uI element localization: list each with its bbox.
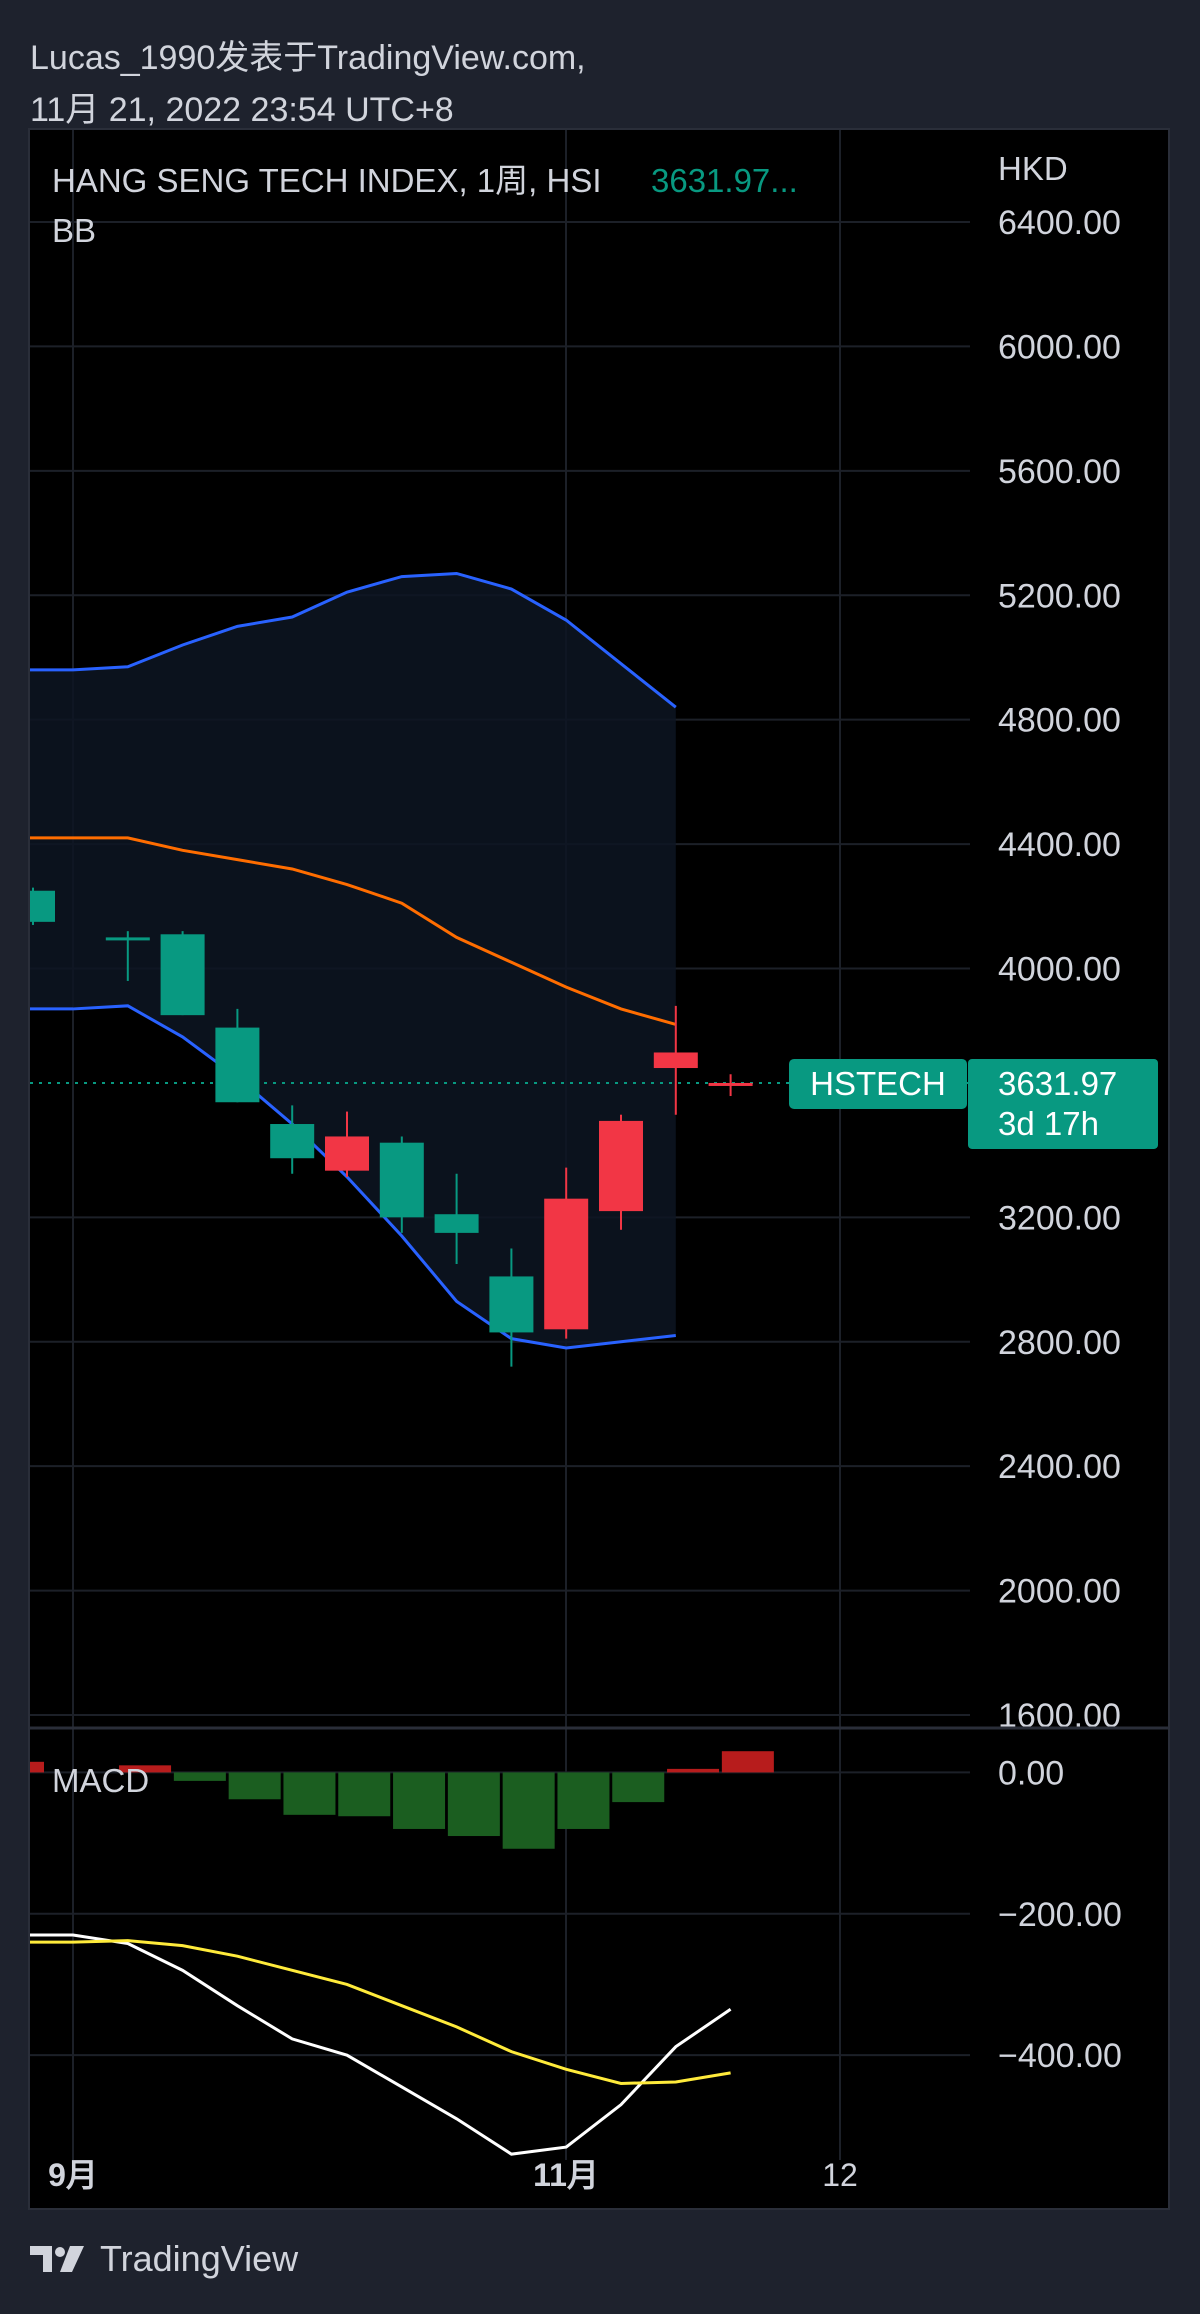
macd-histogram-bar	[667, 1768, 720, 1773]
last-price-tag[interactable]	[968, 1058, 1158, 1149]
y-tick-label: 4800.00	[998, 702, 1121, 740]
symbol-price-tag[interactable]	[789, 1058, 967, 1109]
macd-histogram-bar	[557, 1772, 610, 1829]
macd-y-tick-label: −400.00	[998, 2037, 1122, 2075]
candle-body	[544, 1198, 589, 1330]
macd-histogram-bar	[338, 1772, 391, 1817]
candle-body	[708, 1082, 753, 1086]
footer-brand: TradingView	[100, 2238, 299, 2279]
candle-body	[599, 1120, 643, 1212]
macd-line	[30, 1933, 732, 2156]
chart-canvas[interactable]: 6400.00 6000.00 5600.00 5200.00 4800.00 4400.…	[30, 130, 1168, 2208]
macd-histogram-bar	[283, 1772, 336, 1815]
macd-title: MACD	[52, 1762, 149, 1799]
x-axis-label: 11月	[533, 2157, 599, 2193]
candle-body	[434, 1214, 479, 1233]
legend-value: 3631.97...	[651, 162, 798, 199]
legend-symbol: HANG SENG TECH INDEX, 1周, HSI	[52, 162, 602, 199]
legend-indicator: BB	[52, 212, 96, 249]
macd-histogram-bar	[447, 1772, 500, 1837]
footer: TradingView	[30, 2238, 298, 2280]
currency-label: HKD	[998, 150, 1068, 187]
candle-body	[30, 890, 55, 922]
bb-upper-line	[30, 571, 677, 709]
header-line-2: 11月 21, 2022 23:54 UTC+8	[30, 91, 454, 129]
candle-body	[325, 1136, 369, 1171]
y-tick-label: 5600.00	[998, 453, 1121, 491]
macd-histogram-bar	[30, 1761, 44, 1773]
candle-body	[489, 1276, 534, 1333]
macd-histogram-bar	[228, 1772, 281, 1800]
last-price-value: 3631.97	[998, 1065, 1117, 1102]
macd-histogram-bar	[173, 1772, 226, 1781]
x-axis-label: 12	[822, 2157, 858, 2193]
bar-countdown: 3d 17h	[998, 1105, 1099, 1142]
y-tick-label: 2800.00	[998, 1324, 1121, 1362]
candle-body	[379, 1142, 424, 1218]
candle-body	[270, 1124, 315, 1159]
y-tick-label: 4400.00	[998, 826, 1121, 864]
macd-histogram-bar	[502, 1772, 555, 1849]
macd-histogram-bar	[721, 1751, 774, 1773]
macd-histogram-bar	[612, 1772, 665, 1803]
candle-body	[653, 1052, 698, 1069]
candle-body	[160, 934, 205, 1016]
y-tick-label: 6400.00	[998, 204, 1121, 242]
symbol-price-tag-label: HSTECH	[810, 1065, 946, 1102]
signal-line	[30, 1939, 731, 2085]
macd-y-tick-label: 0.00	[998, 1754, 1064, 1792]
macd-histogram-bar	[393, 1772, 446, 1829]
y-tick-label: 5200.00	[998, 577, 1121, 615]
y-tick-label: 6000.00	[998, 328, 1121, 366]
y-tick-label: 4000.00	[998, 951, 1121, 989]
macd-y-tick-label: −200.00	[998, 1896, 1122, 1934]
y-tick-label: 2000.00	[998, 1573, 1121, 1611]
macd-histogram-bar	[119, 1765, 172, 1773]
bb-basis-line	[30, 836, 677, 1026]
bb-band-fill	[30, 573, 676, 1348]
y-tick-label: 2400.00	[998, 1448, 1121, 1486]
tradingview-logo-icon	[30, 2246, 84, 2272]
chart-frame[interactable]: 6400.00 6000.00 5600.00 5200.00 4800.00 4400.…	[28, 128, 1170, 2210]
y-tick-label: 3200.00	[998, 1199, 1121, 1237]
candle-body	[215, 1027, 260, 1103]
x-axis-label: 9月	[48, 2157, 98, 2193]
candle-body	[105, 937, 150, 941]
header-line-1: Lucas_1990发表于TradingView.com,	[30, 39, 586, 77]
